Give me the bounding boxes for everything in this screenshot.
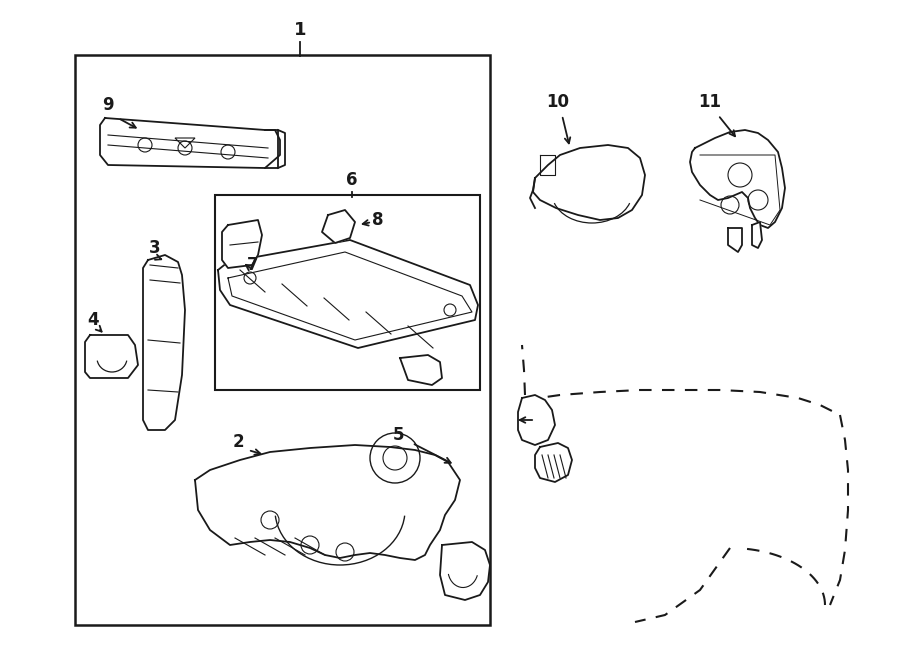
Polygon shape [100,118,280,168]
Bar [215,195,480,390]
Polygon shape [690,130,785,228]
Polygon shape [533,145,645,220]
Polygon shape [85,335,138,378]
Polygon shape [322,210,355,243]
Polygon shape [535,443,572,482]
Text: 6: 6 [346,171,358,189]
Polygon shape [440,542,490,600]
Bar [75,55,490,625]
Text: 8: 8 [373,211,383,229]
Text: 2: 2 [232,433,244,451]
Polygon shape [195,445,460,560]
Text: 11: 11 [698,93,722,111]
Text: 7: 7 [248,256,259,274]
Text: 5: 5 [392,426,404,444]
Text: 3: 3 [149,239,161,257]
Text: 9: 9 [103,96,113,114]
Polygon shape [400,355,442,385]
Polygon shape [143,255,185,430]
Polygon shape [752,222,762,248]
Text: 1: 1 [293,21,306,39]
Polygon shape [518,395,555,445]
Polygon shape [218,240,478,348]
Text: 4: 4 [87,311,99,329]
Polygon shape [728,228,742,252]
Polygon shape [222,220,262,268]
Text: 10: 10 [546,93,570,111]
